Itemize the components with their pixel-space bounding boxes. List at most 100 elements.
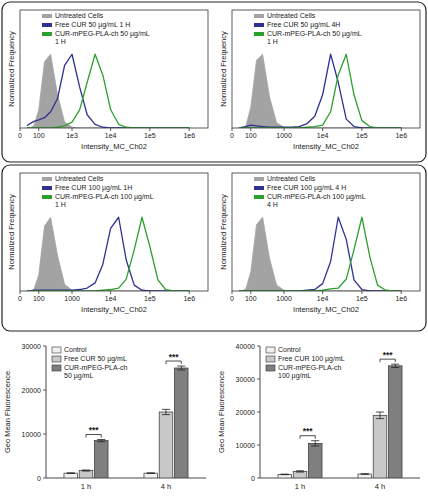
x-tick-label: 4 h bbox=[375, 482, 385, 491]
x-tick bbox=[189, 291, 190, 294]
text-line: Control bbox=[64, 346, 87, 353]
legend-swatch bbox=[42, 23, 52, 27]
x-tick bbox=[149, 291, 150, 294]
text-line: CUR-mPEG-PLA-ch 50 µg/mL bbox=[267, 30, 362, 38]
x-tick-label: 100 bbox=[245, 132, 257, 139]
histogram-line bbox=[239, 217, 401, 291]
x-tick-label: 1e3 bbox=[66, 132, 78, 139]
histogram-panel: 010010001e41e51e6Intensity_MC_Ch02Normal… bbox=[219, 10, 420, 151]
y-axis-label: Normalized Frequency bbox=[219, 31, 228, 107]
x-tick-label: 1e5 bbox=[356, 295, 368, 302]
x-tick bbox=[110, 291, 111, 294]
x-axis-label: Intensity_MC_Ch02 bbox=[81, 305, 147, 314]
plot-frame bbox=[232, 173, 420, 291]
legend-swatch bbox=[42, 186, 52, 190]
figure: 0 100 1e3 1e4 1e5 1e6 Intensity_MC_Ch02 Normali… bbox=[0, 0, 428, 500]
y-tick-label: 10000 bbox=[22, 431, 42, 438]
legend-swatch bbox=[52, 347, 61, 353]
x-tick-label: 4 h bbox=[161, 482, 171, 491]
histogram-line bbox=[239, 54, 401, 128]
legend-swatch bbox=[52, 356, 61, 362]
x-tick-label: 1e4 bbox=[105, 295, 117, 302]
legend-label: CUR-mPEG-PLA-ch 50 µg/mL1 H bbox=[55, 30, 150, 45]
series-group bbox=[27, 54, 189, 128]
x-tick-label: 0 bbox=[230, 132, 234, 139]
legend-label: CUR-mPEG-PLA-ch 100 µg/mL1 H bbox=[55, 193, 154, 208]
y-tick-label: 20000 bbox=[22, 387, 42, 394]
series-group bbox=[239, 54, 401, 128]
text-line: Free CUR 100 µg/mL 4 H bbox=[267, 184, 346, 192]
legend: Untreated Cells Free CUR 100 µg/mL 4 HCUR… bbox=[254, 175, 366, 208]
error-bar bbox=[391, 364, 399, 367]
legend: ControlFree CUR 50 µg/mLCUR-mPEG-PLA-ch5… bbox=[52, 346, 128, 380]
text-line: 1 H bbox=[55, 201, 66, 208]
x-tick-label: 100 bbox=[33, 132, 45, 139]
legend: Untreated CellsFree CUR 100 µg/mL 1HCUR-… bbox=[42, 175, 154, 208]
bar-panel: 010000200003000040000Geo Mean Fluorescen… bbox=[217, 343, 420, 492]
histogram-panel: 010010001e41e51e6Intensity_MC_Ch02Normal… bbox=[219, 173, 420, 314]
legend-label: CUR-mPEG-PLA-ch 100 µg/mL4 H bbox=[267, 193, 366, 208]
error-bar bbox=[376, 412, 384, 419]
panel-box bbox=[2, 2, 426, 162]
x-tick bbox=[149, 128, 150, 131]
y-axis-line bbox=[46, 346, 47, 478]
significance-label: *** bbox=[169, 352, 180, 362]
y-axis-label: Normalized Frequency bbox=[7, 31, 16, 107]
error-bar bbox=[311, 441, 319, 446]
x-tick-label: 1e5 bbox=[356, 132, 368, 139]
bar bbox=[293, 471, 307, 478]
legend: Untreated CellsFree CUR 50 µg/mL 1 HCUR-… bbox=[42, 12, 150, 45]
text-line: Free CUR 50 µg/mL 1 H bbox=[55, 21, 130, 29]
error-bar bbox=[162, 409, 170, 414]
legend-swatch bbox=[42, 195, 52, 199]
plot-frame bbox=[232, 10, 420, 128]
y-tick-label: 40000 bbox=[236, 343, 256, 350]
x-tick-label: 1e5 bbox=[144, 295, 156, 302]
y-tick-label: 0 bbox=[251, 475, 255, 482]
error-bar bbox=[177, 366, 185, 370]
series-group bbox=[27, 217, 189, 291]
y-axis-label: Geo Mean Fluorescence bbox=[3, 371, 12, 453]
text-line: Free CUR 50 µg/mL bbox=[64, 355, 127, 363]
x-tick bbox=[38, 291, 39, 294]
bar bbox=[159, 412, 173, 478]
y-tick-label: 10000 bbox=[236, 442, 256, 449]
legend-swatch bbox=[254, 177, 264, 181]
legend-label: Untreated Cells bbox=[55, 175, 104, 182]
x-tick bbox=[232, 291, 233, 294]
panel-box bbox=[2, 165, 426, 331]
legend-swatch bbox=[266, 356, 275, 362]
histogram-line bbox=[239, 217, 401, 291]
x-tick bbox=[284, 128, 285, 131]
significance-label: *** bbox=[89, 425, 100, 435]
legend-label: Free CUR 100 µg/mL 4 H bbox=[267, 184, 346, 192]
histogram-area bbox=[27, 54, 189, 128]
x-axis-label: Intensity_MC_Ch02 bbox=[293, 142, 359, 151]
x-tick bbox=[284, 291, 285, 294]
y-tick-label: 20000 bbox=[236, 409, 256, 416]
legend-swatch bbox=[254, 195, 264, 199]
text-line: Untreated Cells bbox=[267, 12, 316, 19]
legend-label: Free CUR 100 µg/mL bbox=[278, 355, 345, 363]
text-line: Untreated Cells bbox=[267, 175, 316, 182]
significance-label: *** bbox=[383, 350, 394, 360]
x-tick bbox=[72, 291, 73, 294]
histogram-panel: 01001e31e41e51e6Intensity_MC_Ch02Normali… bbox=[7, 10, 208, 151]
error-bar bbox=[97, 440, 105, 442]
legend-label: Control bbox=[64, 346, 87, 353]
x-tick bbox=[20, 291, 21, 294]
series-group bbox=[64, 366, 188, 478]
x-tick bbox=[401, 291, 402, 294]
legend-label: Free CUR 50 µg/mL 1 H bbox=[55, 21, 130, 29]
bar bbox=[388, 366, 402, 478]
histogram-area bbox=[239, 54, 401, 128]
text-line: CUR-mPEG-PLA-ch 100 µg/mL bbox=[55, 193, 154, 201]
text-line: CUR-mPEG-PLA-ch bbox=[278, 364, 342, 371]
x-tick bbox=[110, 128, 111, 131]
plot-frame bbox=[20, 10, 208, 128]
histogram-line bbox=[27, 217, 189, 291]
x-tick-label: 1e6 bbox=[395, 132, 407, 139]
bar bbox=[94, 441, 108, 478]
error-bar bbox=[82, 470, 90, 471]
text-line: Control bbox=[278, 346, 301, 353]
